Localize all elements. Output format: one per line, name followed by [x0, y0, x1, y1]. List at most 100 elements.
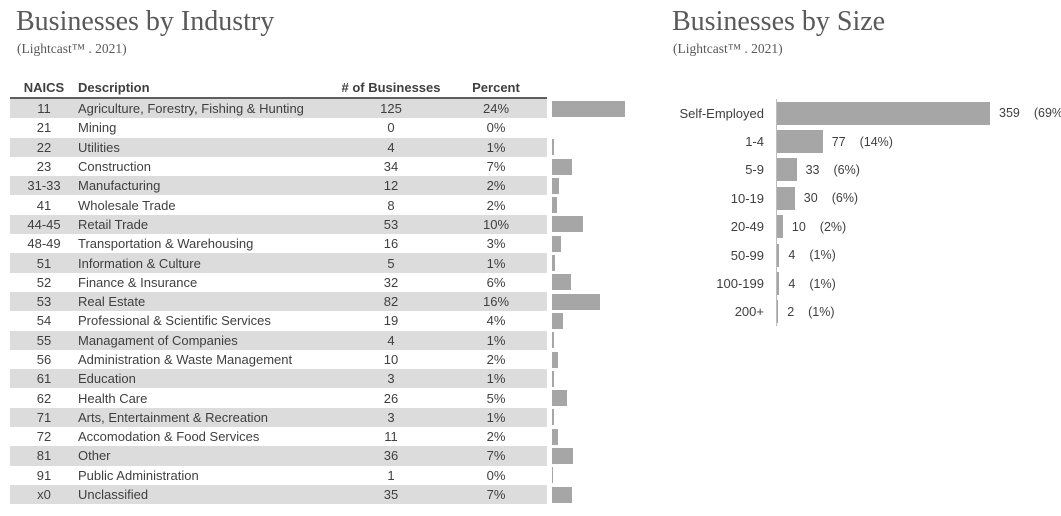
cell-businesses: 19: [383, 313, 399, 329]
table-row: 22 Utilities 4 1%: [10, 137, 650, 157]
row-bar: [552, 447, 573, 464]
cell-description: Agriculture, Forestry, Fishing & Hunting: [78, 101, 304, 117]
table-row-cells: 56 Administration & Waste Management 10 2%: [10, 350, 547, 369]
size-category-label: Self-Employed: [679, 105, 764, 121]
row-bar: [552, 312, 564, 329]
cell-description: Construction: [78, 159, 151, 175]
table-row-cells: 21 Mining 0 0%: [10, 118, 547, 137]
size-chart-title: Businesses by Size: [672, 6, 886, 37]
row-bar: [552, 486, 573, 503]
cell-percent: 4%: [486, 313, 506, 329]
row-bar: [552, 409, 554, 426]
table-row: 56 Administration & Waste Management 10 2%: [10, 350, 650, 369]
size-bar: [777, 158, 797, 182]
cell-percent: 2%: [486, 178, 506, 194]
table-row: 72 Accomodation & Food Services 11 2%: [10, 427, 650, 446]
cell-businesses: 11: [384, 429, 398, 445]
cell-percent: 10%: [482, 216, 510, 232]
size-bar: [777, 300, 779, 324]
cell-naics: 81: [36, 448, 52, 464]
table-row-cells: 91 Public Administration 1 0%: [10, 466, 547, 485]
table-row: 71 Arts, Entertainment & Recreation 3 1%: [10, 407, 650, 428]
table-row-cells: 61 Education 3 1%: [10, 369, 547, 389]
table-row: 23 Construction 34 7%: [10, 157, 650, 176]
cell-naics: 48-49: [27, 236, 61, 252]
size-value-label: 77: [831, 134, 846, 149]
size-value-label: 33: [805, 162, 820, 177]
table-row: 61 Education 3 1%: [10, 369, 650, 389]
table-row-cells: 62 Health Care 26 5%: [10, 388, 547, 407]
row-bar: [552, 293, 600, 310]
cell-naics: 31-33: [27, 178, 61, 194]
table-row: 41 Wholesale Trade 8 2%: [10, 195, 650, 214]
cell-businesses: 53: [383, 216, 399, 232]
row-bar: [552, 235, 562, 252]
cell-businesses: 12: [383, 178, 399, 194]
cell-percent: 16%: [482, 294, 510, 310]
table-row-cells: 41 Wholesale Trade 8 2%: [10, 195, 547, 214]
size-percent-label: (1%): [809, 248, 836, 263]
size-percent-label: (1%): [808, 304, 835, 319]
cell-percent: 6%: [486, 274, 506, 290]
table-row-cells: 72 Accomodation & Food Services 11 2%: [10, 427, 547, 446]
table-row-cells: 48-49 Transportation & Warehousing 16 3%: [10, 234, 547, 253]
table-row: 54 Professional & Scientific Services 19 4%: [10, 311, 650, 330]
row-bar: [552, 255, 555, 272]
industry-table-header-row: NAICS Description # of Businesses Percen…: [10, 77, 547, 99]
table-row: 55 Managament of Companies 4 1%: [10, 330, 650, 350]
cell-naics: 21: [36, 120, 52, 136]
row-bar: [552, 332, 555, 349]
column-header-naics: NAICS: [23, 79, 65, 95]
size-category-label: 20-49: [730, 219, 764, 235]
cell-naics: 52: [36, 274, 52, 290]
cell-percent: 1%: [486, 371, 506, 387]
cell-percent: 1%: [486, 255, 506, 271]
cell-description: Mining: [78, 120, 117, 136]
cell-naics: 91: [36, 467, 52, 483]
cell-description: Wholesale Trade: [78, 197, 176, 213]
size-category-label: 200+: [734, 304, 764, 320]
size-bar-row: 1-4 77 (14%): [662, 127, 1052, 155]
size-bar-row: 200+ 2 (1%): [662, 298, 1052, 326]
row-bar: [552, 216, 583, 233]
row-bar: [552, 100, 625, 117]
table-row-cells: 54 Professional & Scientific Services 19 4%: [10, 311, 547, 330]
cell-naics: 61: [36, 371, 52, 387]
cell-description: Retail Trade: [78, 216, 149, 232]
row-bar: [552, 139, 555, 156]
cell-percent: 7%: [486, 448, 506, 464]
table-row-cells: 55 Managament of Companies 4 1%: [10, 330, 547, 350]
table-row: 21 Mining 0 0%: [10, 118, 650, 137]
size-value-label: 30: [803, 191, 818, 206]
cell-description: Professional & Scientific Services: [78, 313, 271, 329]
size-value-label: 10: [791, 219, 806, 234]
table-row-cells: 51 Information & Culture 5 1%: [10, 253, 547, 273]
cell-description: Accomodation & Food Services: [78, 429, 260, 445]
cell-businesses: 8: [387, 197, 395, 213]
table-row-cells: x0 Unclassified 35 7%: [10, 484, 547, 505]
cell-naics: 71: [36, 409, 52, 425]
table-row-cells: 71 Arts, Entertainment & Recreation 3 1%: [10, 407, 547, 428]
cell-description: Arts, Entertainment & Recreation: [78, 409, 269, 425]
cell-businesses: 4: [387, 332, 395, 348]
table-row: 44-45 Retail Trade 53 10%: [10, 214, 650, 235]
size-value-label: 4: [788, 248, 796, 263]
row-bar: [552, 158, 572, 175]
size-category-label: 100-199: [716, 276, 764, 292]
cell-percent: 3%: [486, 236, 506, 252]
cell-businesses: 16: [383, 236, 399, 252]
size-percent-label: (1%): [809, 276, 836, 291]
cell-percent: 0%: [486, 467, 506, 483]
table-row-cells: 31-33 Manufacturing 12 2%: [10, 176, 547, 196]
industry-chart-title: Businesses by Industry: [16, 6, 275, 37]
cell-naics: 11: [37, 101, 51, 117]
row-bar: [552, 351, 558, 368]
cell-businesses: 10: [383, 352, 399, 367]
cell-businesses: 1: [387, 467, 395, 483]
cell-percent: 1%: [486, 332, 506, 348]
cell-naics: 62: [36, 390, 52, 406]
column-header-percent: Percent: [472, 79, 520, 95]
cell-businesses: 0: [387, 120, 395, 136]
size-bar: [777, 101, 990, 125]
size-percent-label: (6%): [833, 162, 860, 177]
